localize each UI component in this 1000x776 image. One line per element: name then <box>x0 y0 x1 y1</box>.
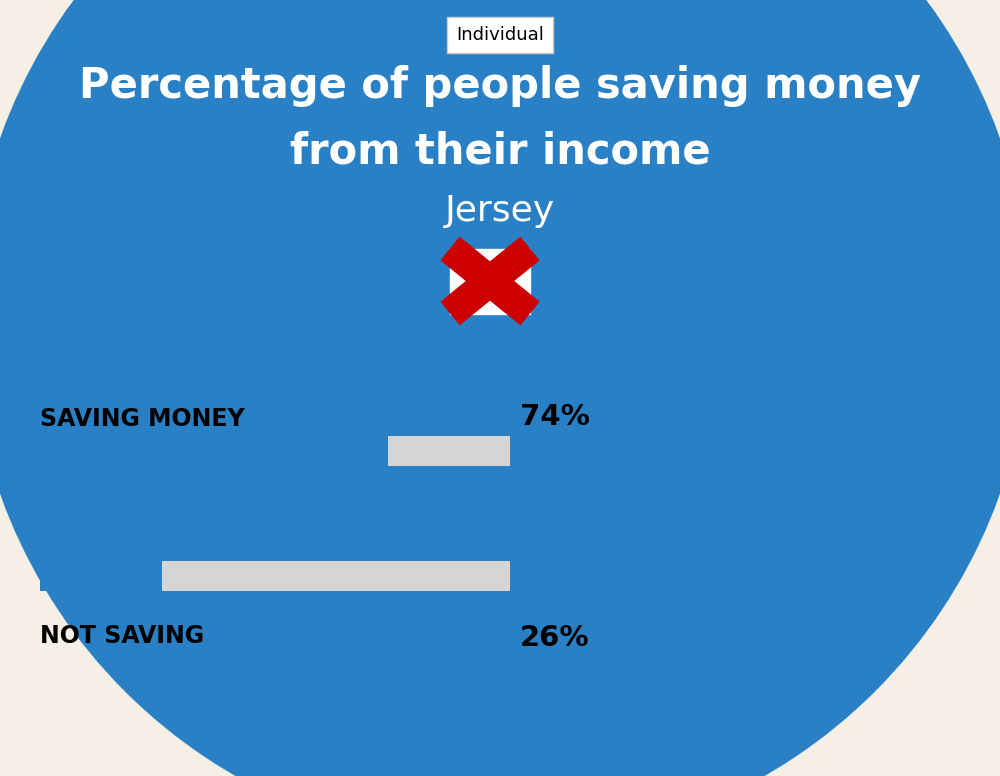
Text: SAVING MONEY: SAVING MONEY <box>40 407 245 431</box>
Bar <box>40 561 510 591</box>
Text: Jersey: Jersey <box>445 194 555 228</box>
Text: Percentage of people saving money: Percentage of people saving money <box>79 65 921 107</box>
Bar <box>40 436 510 466</box>
Text: Individual: Individual <box>456 26 544 44</box>
Text: from their income: from their income <box>290 130 710 172</box>
Text: 74%: 74% <box>520 403 590 431</box>
Text: NOT SAVING: NOT SAVING <box>40 624 204 648</box>
Bar <box>40 436 388 466</box>
Text: 26%: 26% <box>520 624 590 652</box>
Bar <box>40 561 162 591</box>
FancyBboxPatch shape <box>450 248 530 314</box>
